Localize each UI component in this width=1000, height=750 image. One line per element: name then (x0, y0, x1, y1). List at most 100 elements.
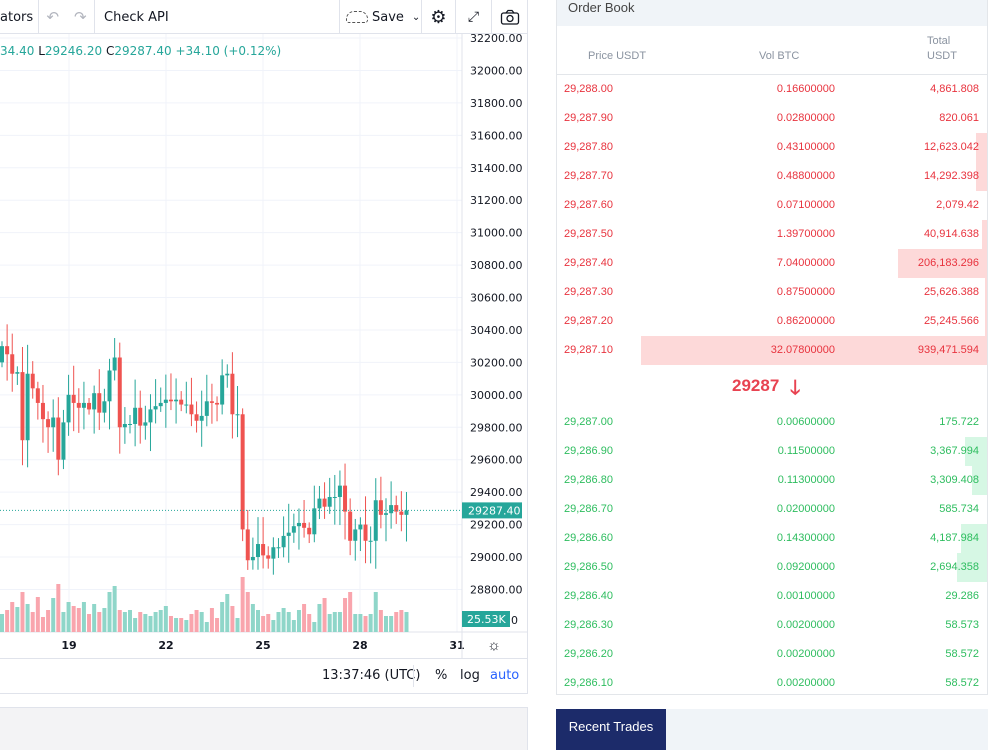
bid-row[interactable]: 29,286.90 0.11500000 3,367.994 (557, 437, 987, 466)
price: 29,287.90 (564, 112, 613, 124)
log-scale-toggle[interactable]: log (460, 668, 480, 683)
depth-bar (984, 307, 987, 336)
time-tick-label: 28 (352, 639, 367, 652)
camera-icon[interactable] (492, 0, 528, 34)
ask-row[interactable]: 29,287.20 0.86200000 25,245.566 (557, 307, 987, 336)
volume-bar (5, 610, 10, 632)
volume: 0.48800000 (776, 170, 835, 182)
volume-bar (81, 602, 86, 632)
volume-bar (158, 610, 163, 632)
total: 3,309.408 (930, 474, 979, 486)
volume-bar (117, 610, 122, 632)
bid-row[interactable]: 29,286.60 0.14300000 4,187.984 (557, 524, 987, 553)
clock-utc[interactable]: 13:37:46 (UTC) (322, 668, 421, 683)
candle-up (220, 375, 225, 405)
volume-bar (76, 608, 81, 632)
total: 12,623.042 (923, 141, 979, 153)
ohlc-low-key: L (38, 44, 45, 58)
price: 29,286.80 (564, 474, 613, 486)
bid-row[interactable]: 29,286.20 0.00200000 58.572 (557, 640, 987, 669)
volume: 0.00200000 (776, 619, 835, 631)
volume: 1.39700000 (776, 228, 835, 240)
candle-up (102, 401, 107, 413)
chart-panel: ators ↶ ↷ Check API Save ⌄ ⚙ ⤢ 32200.00 32… (0, 0, 528, 694)
volume-bar (307, 614, 312, 632)
check-api-button[interactable]: Check API (95, 0, 340, 34)
indicators-label: ators (0, 9, 34, 25)
bid-row[interactable]: 29,286.30 0.00200000 58.573 (557, 611, 987, 640)
candle-up (250, 557, 255, 561)
order-book: Order Book Price USDT Vol BTC Total USDT… (556, 0, 988, 695)
volume-bar (10, 602, 15, 632)
candle-up (148, 409, 153, 423)
ask-row[interactable]: 29,288.00 0.16600000 4,861.808 (557, 75, 987, 104)
volume-bar (281, 608, 286, 632)
asks-list: 29,288.00 0.16600000 4,861.808 29,287.90… (557, 75, 987, 365)
bid-row[interactable]: 29,286.80 0.11300000 3,309.408 (557, 466, 987, 495)
volume-bar (112, 586, 117, 632)
volume-bar (261, 616, 266, 632)
ask-row[interactable]: 29,287.70 0.48800000 14,292.398 (557, 162, 987, 191)
candle-up (332, 496, 337, 498)
fullscreen-icon[interactable]: ⤢ (456, 0, 492, 34)
total: 4,187.984 (930, 532, 979, 544)
candle-down (117, 357, 122, 428)
undo-icon[interactable]: ↶ (46, 8, 60, 26)
auto-scale-toggle[interactable]: auto (490, 668, 520, 683)
price-tick-label: 29800.00 (470, 421, 523, 434)
candle-down (378, 500, 383, 515)
tab-recent-trades[interactable]: Recent Trades (556, 709, 666, 750)
candlestick-chart[interactable]: 32200.00 32000.00 31800.00 31600.00 31400.00… (0, 34, 528, 658)
volume-bar (312, 622, 317, 632)
candle-up (15, 372, 20, 374)
volume-bar (0, 614, 4, 632)
ask-row[interactable]: 29,287.50 1.39700000 40,914.638 (557, 220, 987, 249)
bid-row[interactable]: 29,286.10 0.00200000 58.572 (557, 669, 987, 698)
candle-down (302, 522, 307, 528)
volume-bar (46, 610, 51, 632)
volume-bar (189, 614, 194, 632)
depth-bar (965, 437, 987, 466)
candle-up (281, 535, 286, 548)
volume-bar (153, 612, 158, 632)
last-price-label: 29287.40 (468, 504, 521, 517)
sun-theme-icon[interactable]: ☼ (487, 637, 501, 654)
total: 175.722 (939, 416, 979, 428)
bid-row[interactable]: 29,287.00 0.00600000 175.722 (557, 408, 987, 437)
volume-bar (373, 592, 378, 632)
bid-row[interactable]: 29,286.40 0.00100000 29.286 (557, 582, 987, 611)
ask-row[interactable]: 29,287.80 0.43100000 12,623.042 (557, 133, 987, 162)
price-tick-label: 30600.00 (470, 292, 523, 305)
save-button[interactable]: Save ⌄ (340, 0, 422, 34)
volume-bar (389, 616, 394, 632)
volume: 0.87500000 (776, 286, 835, 298)
candle-down (245, 529, 250, 561)
indicators-button[interactable]: ators (0, 0, 39, 34)
ask-row[interactable]: 29,287.30 0.87500000 25,626.388 (557, 278, 987, 307)
volume-bar (276, 612, 281, 632)
bid-row[interactable]: 29,286.50 0.09200000 2,694.358 (557, 553, 987, 582)
price-tick-label: 30000.00 (470, 389, 523, 402)
volume: 0.11500000 (777, 445, 835, 457)
bid-row[interactable]: 29,286.70 0.02000000 585.734 (557, 495, 987, 524)
volume-bar (56, 584, 61, 632)
percent-scale-toggle[interactable]: % (435, 668, 448, 683)
candle-up (92, 393, 97, 410)
candle-up (353, 529, 358, 541)
candle-down (209, 401, 214, 403)
ask-row[interactable]: 29,287.40 7.04000000 206,183.296 (557, 249, 987, 278)
depth-bar (981, 220, 987, 249)
ask-row[interactable]: 29,287.10 32.07800000 939,471.594 (557, 336, 987, 365)
mid-price: 29287 🡓 (557, 365, 987, 408)
ask-row[interactable]: 29,287.60 0.07100000 2,079.42 (557, 191, 987, 220)
ohlc-close: 29287.40 (114, 44, 172, 58)
candle-up (153, 406, 158, 410)
redo-icon[interactable]: ↷ (73, 8, 87, 26)
volume-bar (230, 606, 235, 632)
settings-gear-icon[interactable]: ⚙ (422, 0, 456, 34)
ask-row[interactable]: 29,287.90 0.02800000 820.061 (557, 104, 987, 133)
volume-bar (256, 610, 260, 632)
candle-up (174, 399, 179, 402)
volume-bar (317, 604, 322, 632)
candle-up (61, 422, 66, 460)
